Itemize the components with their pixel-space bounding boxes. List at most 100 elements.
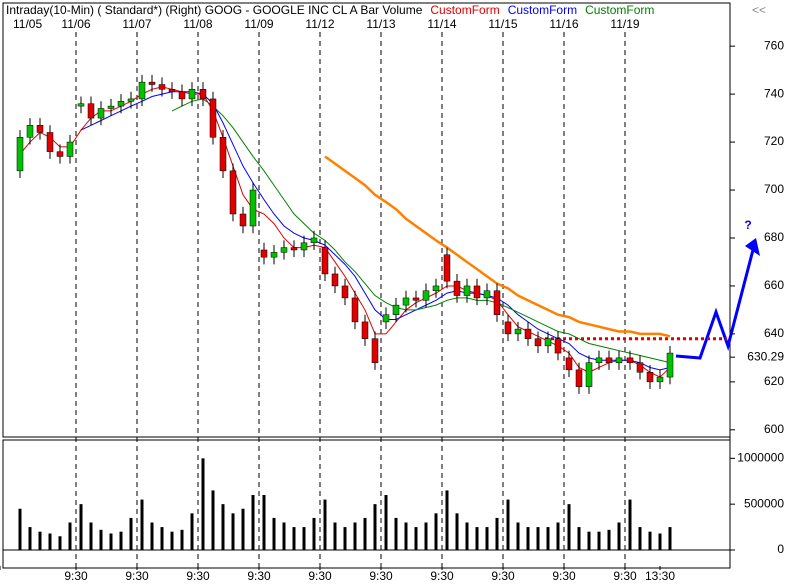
candle-body (422, 290, 430, 301)
header-more[interactable]: << (752, 3, 766, 17)
forecast-arrow-head (745, 238, 760, 256)
candle-body (158, 84, 166, 90)
legend-entry: CustomForm (430, 3, 499, 17)
y-tick-label: 620 (764, 374, 784, 388)
candle-body (331, 273, 339, 287)
volume-bar (251, 495, 255, 550)
candle-body (656, 376, 664, 383)
volume-bar (119, 531, 123, 550)
volume-bar (241, 508, 245, 550)
volume-tick-label: 1000000 (737, 451, 784, 465)
volume-bar (282, 522, 286, 550)
x-tick-label: 9:30 (491, 569, 515, 583)
volume-bar (221, 504, 225, 550)
volume-bar (272, 517, 276, 550)
candle-body (361, 321, 369, 339)
candle-body (595, 357, 603, 363)
moving-average (80, 91, 671, 371)
candle-body (443, 254, 451, 282)
date-label: 11/14 (427, 17, 456, 31)
candle-body (127, 98, 135, 102)
candle-body (280, 247, 288, 253)
date-label: 11/15 (488, 17, 517, 31)
volume-bar (150, 522, 154, 550)
moving-average (171, 98, 671, 364)
candle-body (453, 280, 461, 296)
volume-bar (302, 527, 306, 550)
volume-tick-label: 500000 (744, 496, 784, 510)
y-tick-label: 740 (764, 86, 784, 100)
volume-bar (373, 504, 377, 550)
volume-bar (628, 499, 632, 550)
candle-body (412, 297, 420, 301)
x-tick-label: 9:30 (64, 569, 88, 583)
candle-body (36, 125, 44, 133)
candle-body (585, 362, 593, 387)
volume-bar (109, 533, 113, 550)
candle-body (473, 285, 481, 299)
moving-average (19, 86, 671, 378)
header-title: Intraday(10-Min) ( Standard*) (Right) GO… (6, 3, 423, 17)
candle-body (504, 321, 512, 335)
volume-bar (434, 513, 438, 550)
candle-body (300, 242, 308, 251)
x-tick-label: 9:30 (125, 569, 149, 583)
candle-body (554, 338, 562, 354)
volume-bar (506, 499, 510, 550)
volume-bar (180, 529, 184, 550)
volume-bar (648, 531, 652, 550)
volume-bar (404, 522, 408, 550)
candle-body (514, 328, 522, 335)
candle-body (666, 352, 674, 378)
candle-body (270, 252, 278, 258)
y-tick-label: 600 (764, 422, 784, 436)
candle-body (229, 170, 237, 215)
candle-body (605, 357, 613, 363)
date-label: 11/05 (13, 17, 42, 31)
candle-body (138, 81, 146, 100)
candle-body (626, 357, 634, 363)
date-label: 11/07 (122, 17, 151, 31)
volume-bar (231, 513, 235, 550)
volume-bar (607, 529, 611, 550)
candle-body (290, 247, 298, 251)
date-label: 11/08 (183, 17, 212, 31)
x-tick-label: 13:30 (645, 569, 675, 583)
volume-bar (312, 517, 316, 550)
candle-body (341, 285, 349, 299)
y-tick-label: 720 (764, 134, 784, 148)
y-tick-label: 760 (764, 38, 784, 52)
y-tick-label: 700 (764, 182, 784, 196)
candle-body (97, 108, 105, 119)
volume-bar (495, 517, 499, 550)
candle-body (249, 189, 257, 227)
candle-body (371, 338, 379, 363)
candle-body (432, 285, 440, 291)
date-label: 11/09 (244, 17, 273, 31)
volume-bar (18, 508, 22, 550)
volume-bar (424, 522, 428, 550)
volume-bar (140, 499, 144, 550)
candle-body (46, 132, 54, 152)
x-tick-label: 9:30 (247, 569, 271, 583)
forecast-arrow (675, 245, 756, 360)
volume-bar (617, 522, 621, 550)
volume-bar (343, 527, 347, 550)
candle-body (66, 141, 74, 157)
volume-bar (455, 513, 459, 550)
x-tick-label: 9:30 (430, 569, 454, 583)
candle-body (402, 297, 410, 306)
candle-body (56, 151, 64, 157)
volume-bar (658, 533, 662, 550)
volume-bar (384, 495, 388, 550)
volume-tick-label: 0 (777, 542, 784, 556)
volume-bar (556, 522, 560, 550)
candle-body (310, 237, 318, 244)
candle-body (351, 297, 359, 323)
volume-bar (89, 522, 93, 550)
candle-body (493, 290, 501, 315)
volume-bar (414, 527, 418, 550)
volume-bar (597, 531, 601, 550)
